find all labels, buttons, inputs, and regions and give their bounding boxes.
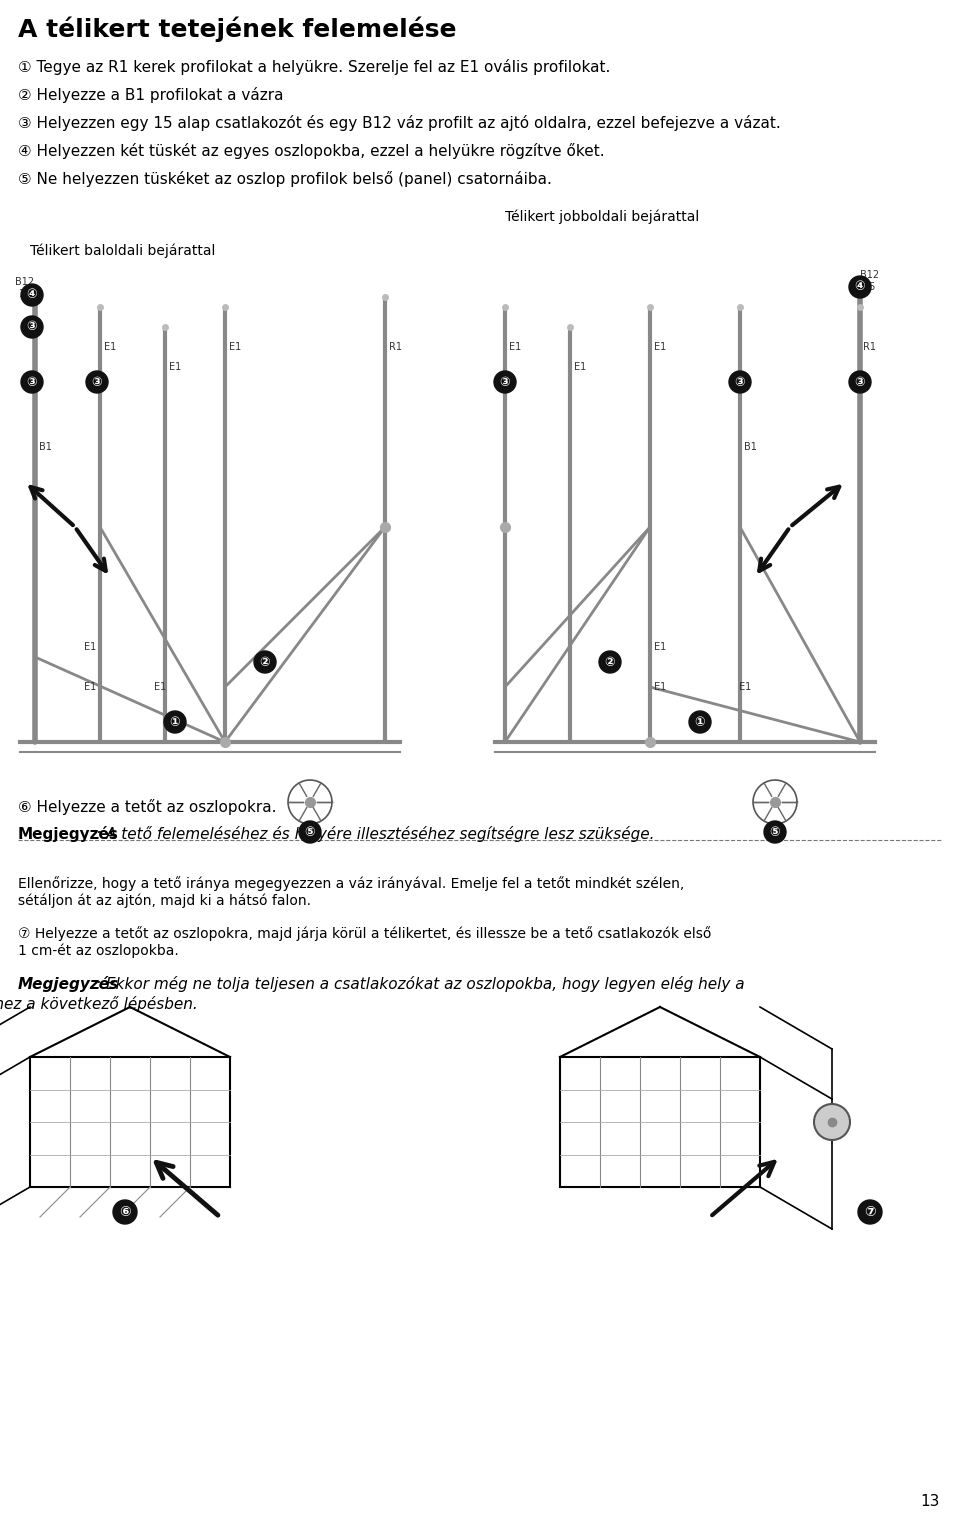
Text: ⑥: ⑥ <box>119 1205 131 1219</box>
Circle shape <box>21 316 43 337</box>
Circle shape <box>764 822 786 843</box>
Circle shape <box>21 284 43 305</box>
Text: E1: E1 <box>154 683 166 692</box>
Text: B12: B12 <box>15 276 35 287</box>
Text: ④: ④ <box>854 281 865 293</box>
Circle shape <box>849 276 871 298</box>
Text: E1: E1 <box>228 342 241 353</box>
Text: ③: ③ <box>854 376 865 388</box>
Circle shape <box>729 371 751 392</box>
Text: : Ekkor még ne tolja teljesen a csatlakozókat az oszlopokba, hogy legyen elég he: : Ekkor még ne tolja teljesen a csatlako… <box>96 976 745 993</box>
Text: ⑤: ⑤ <box>770 826 780 838</box>
Text: ③: ③ <box>734 376 745 388</box>
Circle shape <box>164 712 186 733</box>
Text: 15: 15 <box>864 282 876 292</box>
Text: 13: 13 <box>921 1493 940 1509</box>
Text: E1: E1 <box>509 342 521 353</box>
Text: ② Helyezze a B1 profilokat a vázra: ② Helyezze a B1 profilokat a vázra <box>18 87 283 102</box>
Text: ⑤ Ne helyezzen tüskéket az oszlop profilok belső (panel) csatornáiba.: ⑤ Ne helyezzen tüskéket az oszlop profil… <box>18 171 552 186</box>
Text: : A tető felemeléséhez és helyére illesztéséhez segítségre lesz szüksége.: : A tető felemeléséhez és helyére illesz… <box>96 826 655 841</box>
Text: Megjegyzés: Megjegyzés <box>18 976 119 993</box>
Text: A télikert tetejének felemelése: A télikert tetejének felemelése <box>18 17 457 43</box>
Text: E1: E1 <box>169 362 181 373</box>
Circle shape <box>858 1200 882 1225</box>
Text: panelek beszereléséhez a következő lépésben.: panelek beszereléséhez a következő lépés… <box>0 996 198 1012</box>
Circle shape <box>86 371 108 392</box>
Text: ③: ③ <box>27 321 37 333</box>
Text: E1: E1 <box>654 641 666 652</box>
Circle shape <box>494 371 516 392</box>
Text: E1: E1 <box>104 342 116 353</box>
Text: ①: ① <box>170 716 180 728</box>
Text: ④: ④ <box>27 289 37 301</box>
Text: Télikert baloldali bejárattal: Télikert baloldali bejárattal <box>30 244 215 258</box>
Text: ⑦: ⑦ <box>864 1205 876 1219</box>
Circle shape <box>254 651 276 673</box>
Text: ③: ③ <box>500 376 511 388</box>
Circle shape <box>113 1200 137 1225</box>
Text: ④ Helyezzen két tüskét az egyes oszlopokba, ezzel a helyükre rögzítve őket.: ④ Helyezzen két tüskét az egyes oszlopok… <box>18 144 605 159</box>
Text: ⑤: ⑤ <box>304 826 315 838</box>
Circle shape <box>814 1104 850 1141</box>
Text: E1: E1 <box>574 362 587 373</box>
Text: ③: ③ <box>27 376 37 388</box>
Circle shape <box>689 712 711 733</box>
Circle shape <box>849 371 871 392</box>
Text: ⑥ Helyezze a tetőt az oszlopokra.: ⑥ Helyezze a tetőt az oszlopokra. <box>18 799 276 815</box>
Text: E1: E1 <box>84 683 96 692</box>
Text: B1: B1 <box>744 441 756 452</box>
Text: Megjegyzés: Megjegyzés <box>18 826 119 841</box>
Text: Télikert jobboldali bejárattal: Télikert jobboldali bejárattal <box>505 209 699 223</box>
Circle shape <box>599 651 621 673</box>
Circle shape <box>21 371 43 392</box>
Text: 15: 15 <box>19 289 31 299</box>
Text: ③: ③ <box>92 376 103 388</box>
Text: sétáljon át az ajtón, majd ki a hátsó falon.: sétáljon át az ajtón, majd ki a hátsó fa… <box>18 893 311 907</box>
Text: ②: ② <box>605 655 615 669</box>
Text: ① Tegye az R1 kerek profilokat a helyükre. Szerelje fel az E1 ovális profilokat.: ① Tegye az R1 kerek profilokat a helyükr… <box>18 60 611 75</box>
Text: ⑦ Helyezze a tetőt az oszlopokra, majd járja körül a télikertet, és illessze be : ⑦ Helyezze a tetőt az oszlopokra, majd j… <box>18 925 711 941</box>
Text: 1 cm-ét az oszlopokba.: 1 cm-ét az oszlopokba. <box>18 944 179 957</box>
Text: E1: E1 <box>654 683 666 692</box>
Text: Ellenőrizze, hogy a tető iránya megegyezzen a váz irányával. Emelje fel a tetőt : Ellenőrizze, hogy a tető iránya megegyez… <box>18 876 684 890</box>
Text: ①: ① <box>695 716 706 728</box>
Text: E1: E1 <box>654 342 666 353</box>
Text: B1: B1 <box>38 441 52 452</box>
Text: E1: E1 <box>84 641 96 652</box>
Text: ③ Helyezzen egy 15 alap csatlakozót és egy B12 váz profilt az ajtó oldalra, ezze: ③ Helyezzen egy 15 alap csatlakozót és e… <box>18 115 780 131</box>
Text: R1: R1 <box>389 342 401 353</box>
Text: E1: E1 <box>739 683 751 692</box>
Text: R1: R1 <box>863 342 876 353</box>
Text: ②: ② <box>260 655 271 669</box>
Text: B12: B12 <box>860 270 879 279</box>
Circle shape <box>299 822 321 843</box>
